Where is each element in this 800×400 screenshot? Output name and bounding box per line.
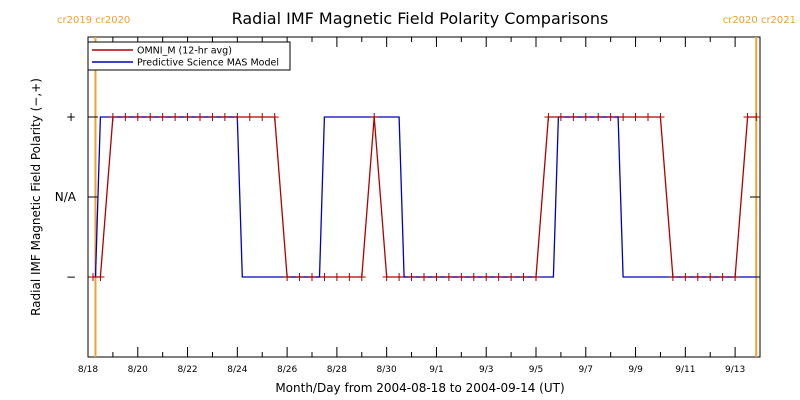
x-axis: 8/18 8/20 8/22 8/24 8/26 8/28 8/30 9/1 9/3 9/5 9/7…	[78, 37, 761, 375]
series-point	[158, 113, 167, 121]
x-tick-label: 9/1	[429, 365, 443, 375]
series-point	[283, 273, 292, 281]
series-point	[183, 113, 192, 121]
series-point	[245, 113, 254, 121]
series-point	[233, 113, 242, 121]
series-line-0	[93, 116, 757, 278]
series-point	[544, 113, 553, 121]
x-tick-label: 8/26	[277, 365, 297, 375]
x-tick-label: 9/9	[628, 365, 643, 375]
chart-title: Radial IMF Magnetic Field Polarity Compa…	[232, 9, 609, 28]
series-point	[208, 113, 217, 121]
series-point	[668, 273, 677, 281]
series-point	[706, 273, 715, 281]
series-point	[258, 113, 267, 121]
series-point	[96, 273, 105, 281]
series-point	[519, 273, 528, 281]
series-point	[270, 113, 279, 121]
legend: OMNI_M (12-hr avg) Predictive Science MA…	[87, 41, 291, 71]
series-point	[556, 113, 565, 121]
series-point	[370, 113, 379, 121]
x-tick-label: 8/18	[78, 365, 98, 375]
series-point	[718, 273, 727, 281]
series-point	[581, 113, 590, 121]
x-tick-label: 8/22	[177, 365, 197, 375]
series-point	[644, 113, 652, 121]
series-point	[752, 113, 761, 121]
x-tick-label: 9/11	[675, 365, 695, 375]
series-point	[382, 273, 391, 281]
x-tick-label: 9/13	[725, 365, 745, 375]
series-point	[432, 273, 441, 281]
series-point	[196, 113, 204, 121]
legend-label-omni: OMNI_M (12-hr avg)	[137, 46, 232, 57]
x-axis-label: Month/Day from 2004-08-18 to 2004-09-14 …	[275, 381, 564, 395]
series-point	[407, 273, 416, 281]
series-point	[507, 273, 516, 281]
series-lines	[88, 113, 761, 281]
x-tick-label: 9/3	[479, 365, 493, 375]
series-point	[606, 113, 615, 121]
series-point	[108, 113, 117, 121]
series-point	[457, 273, 466, 281]
series-point	[743, 113, 752, 121]
carrington-label: cr2019 cr2020	[57, 15, 130, 26]
series-point	[357, 273, 366, 281]
series-line-1	[94, 116, 757, 278]
x-tick-label: 8/30	[377, 365, 397, 375]
series-point	[146, 113, 155, 121]
series-point	[320, 273, 329, 281]
legend-box	[87, 41, 291, 71]
series-point	[594, 113, 603, 121]
series-point	[693, 273, 702, 281]
plot-frame	[87, 36, 761, 358]
y-axis-label: Radial IMF Magnetic Field Polarity (−,+)	[29, 78, 43, 316]
series-point	[295, 273, 304, 281]
x-tick-label: 8/28	[327, 365, 347, 375]
series-point	[345, 273, 354, 281]
y-tick-label: +	[66, 110, 76, 124]
series-point	[308, 273, 316, 281]
series-point	[332, 273, 341, 281]
series-point	[532, 273, 540, 281]
series-point	[220, 113, 229, 121]
x-tick-label: 8/24	[227, 365, 247, 375]
x-tick-label: 9/7	[579, 365, 593, 375]
series-point	[469, 273, 478, 281]
series-point	[171, 113, 180, 121]
series-point	[121, 113, 130, 121]
series-point	[631, 113, 640, 121]
series-point	[656, 113, 665, 121]
series-point	[482, 273, 491, 281]
series-point	[88, 273, 97, 281]
series-point	[444, 273, 453, 281]
carrington-label: cr2020 cr2021	[723, 15, 796, 26]
y-tick-label: −	[66, 270, 76, 284]
series-point	[420, 273, 428, 281]
series-point	[133, 113, 142, 121]
x-tick-label: 8/20	[128, 365, 148, 375]
legend-label-mas: Predictive Science MAS Model	[137, 58, 279, 69]
series-point	[681, 273, 690, 281]
series-point	[619, 113, 628, 121]
series-point	[731, 273, 740, 281]
y-tick-label: N/A	[55, 190, 77, 204]
x-tick-label: 9/5	[529, 365, 543, 375]
series-point	[569, 113, 578, 121]
series-point	[395, 273, 404, 281]
series-point	[494, 273, 503, 281]
y-axis: − N/A +	[55, 110, 760, 284]
